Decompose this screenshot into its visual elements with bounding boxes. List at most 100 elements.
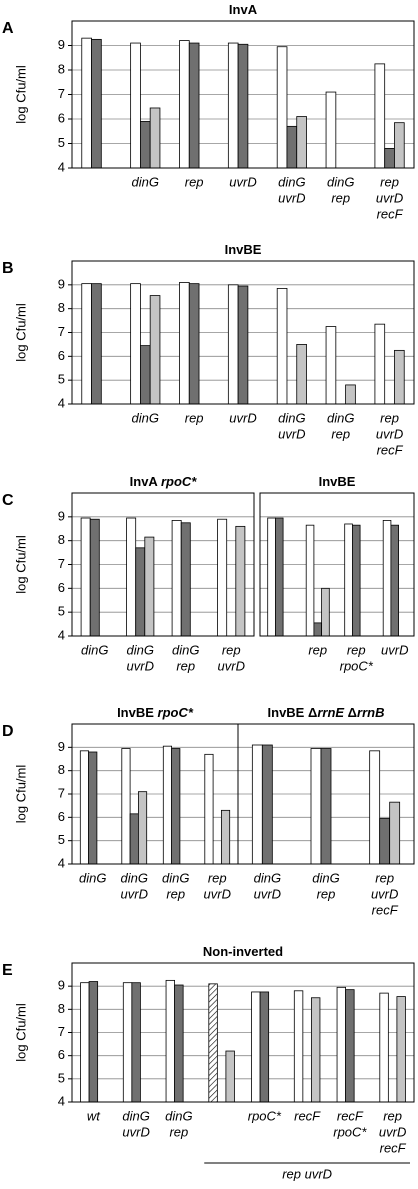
x-tick-label: wt	[87, 1108, 101, 1123]
y-tick-label: 5	[58, 372, 65, 387]
title-part: rrnE	[317, 705, 344, 720]
y-tick-label: 4	[58, 395, 65, 410]
chart-title: Non-inverted	[203, 944, 283, 959]
x-tick-label: recF	[380, 1140, 407, 1155]
x-tick-label: rep	[383, 1108, 402, 1123]
plot-frame	[71, 20, 415, 169]
y-tick-label: 4	[58, 159, 65, 174]
title-part: InvBE Δ	[268, 705, 318, 720]
bar	[274, 517, 284, 637]
y-tick-label: 4	[58, 627, 65, 642]
y-tick-label: 7	[58, 1024, 65, 1039]
x-tick-label: recF	[294, 1108, 321, 1123]
bar	[261, 744, 273, 865]
bar	[139, 345, 151, 405]
bar	[396, 996, 406, 1103]
y-tick-label: 9	[58, 978, 65, 993]
title-part: Δ	[344, 705, 357, 720]
x-tick-label: rep	[176, 658, 195, 673]
x-tick-label: dinG	[278, 410, 305, 425]
title-part: rrnB	[357, 705, 384, 720]
bar	[286, 125, 298, 169]
y-axis-label: log Cfu/ml	[13, 303, 28, 362]
y-tick-label: 8	[58, 1001, 65, 1016]
bar	[227, 42, 239, 169]
x-tick-label: rep	[331, 426, 350, 441]
bar	[217, 518, 228, 637]
chart-title: InvBE	[319, 474, 356, 489]
x-tick-label: uvrD	[127, 658, 154, 673]
bar	[165, 979, 176, 1103]
bar	[379, 992, 389, 1103]
bar	[276, 288, 288, 405]
bar	[227, 284, 239, 405]
bar	[81, 283, 92, 405]
x-tick-label: rep	[347, 642, 366, 657]
title-part: InvBE	[225, 242, 262, 257]
title-part: rpoC*	[158, 705, 194, 720]
x-tick-label: rep	[317, 886, 336, 901]
y-tick-label: 5	[58, 1070, 65, 1085]
bar	[149, 295, 161, 405]
bar	[344, 523, 353, 637]
y-tick-label: 4	[58, 855, 65, 870]
x-tick-label: uvrD	[278, 190, 305, 205]
plot-frame	[71, 492, 255, 637]
x-tick-label: recF	[372, 902, 399, 917]
bar	[390, 524, 399, 637]
bar	[144, 536, 155, 637]
bar	[162, 745, 173, 865]
bar	[91, 38, 102, 169]
bar	[310, 748, 322, 865]
bar	[171, 520, 182, 637]
bar	[237, 43, 249, 169]
panel-label: B	[2, 260, 14, 277]
chart-title: InvA rpoC*	[130, 474, 198, 489]
x-tick-label: rpoC*	[248, 1108, 282, 1123]
bar	[204, 753, 214, 865]
x-tick-label: dinG	[132, 410, 159, 425]
bar	[91, 283, 102, 405]
bar	[131, 982, 141, 1103]
y-tick-label: 5	[58, 832, 65, 847]
x-tick-label: dinG	[327, 410, 354, 425]
y-axis-label: log Cfu/ml	[13, 65, 28, 124]
x-tick-label: rep	[380, 410, 399, 425]
chart-title: InvBE ΔrrnE ΔrrnB	[268, 705, 385, 720]
plot-frame	[71, 962, 415, 1103]
y-tick-label: 5	[58, 604, 65, 619]
chart-title: InvA	[229, 2, 258, 17]
title-part: Non-inverted	[203, 944, 283, 959]
x-tick-label: recF	[337, 1108, 364, 1123]
group-label: rep uvrD	[282, 1166, 332, 1181]
x-tick-label: uvrD	[278, 426, 305, 441]
x-tick-label: uvrD	[218, 658, 245, 673]
bar	[88, 981, 99, 1103]
title-part: InvA	[229, 2, 258, 17]
bar	[320, 748, 332, 865]
x-tick-label: uvrD	[381, 642, 408, 657]
bar	[296, 344, 307, 405]
bar	[369, 750, 381, 865]
y-tick-label: 6	[58, 580, 65, 595]
title-part: rpoC*	[161, 474, 197, 489]
bar	[171, 748, 181, 865]
panel-label: C	[2, 492, 14, 509]
bar	[251, 991, 261, 1103]
y-axis-label: log Cfu/ml	[13, 765, 28, 824]
x-tick-label: rep	[185, 410, 204, 425]
x-tick-label: dinG	[254, 870, 281, 885]
x-tick-label: rpoC*	[340, 658, 374, 673]
y-tick-label: 8	[58, 300, 65, 315]
y-tick-label: 6	[58, 348, 65, 363]
title-part: InvBE	[117, 705, 157, 720]
x-tick-label: rep	[208, 870, 227, 885]
bar	[180, 522, 191, 637]
bar	[174, 984, 184, 1103]
y-tick-label: 7	[58, 785, 65, 800]
bar	[129, 813, 139, 865]
y-tick-label: 5	[58, 135, 65, 150]
bar	[137, 791, 148, 865]
y-tick-label: 4	[58, 1093, 65, 1108]
x-tick-label: rep	[331, 190, 350, 205]
